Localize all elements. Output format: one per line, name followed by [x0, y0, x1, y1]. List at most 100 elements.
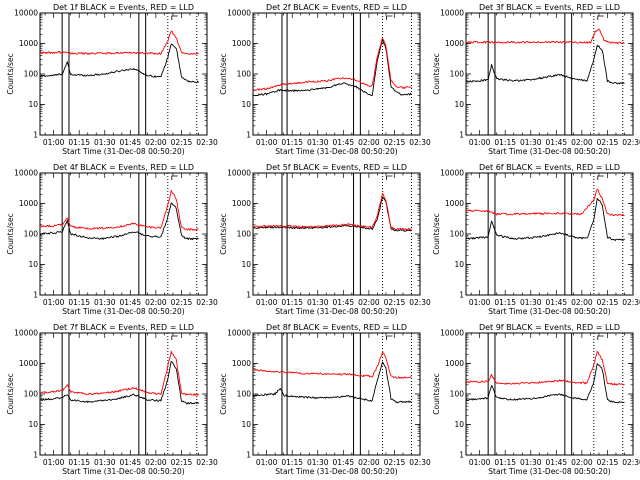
- y-axis-label: Counts/sec: [6, 373, 15, 414]
- y-tick-label: 1000: [445, 39, 464, 48]
- x-tick-label: 01:45: [333, 298, 355, 307]
- flare-bracket-marker: [597, 15, 604, 20]
- x-axis-label: Start Time (31-Dec-08 00:50:20): [275, 147, 397, 156]
- x-axis-label: Start Time (31-Dec-08 00:50:20): [62, 307, 184, 316]
- x-tick-label: 01:30: [94, 458, 116, 467]
- y-tick-label: 1: [246, 131, 251, 140]
- x-tick-label: 02:00: [145, 298, 167, 307]
- series-line-lld: [465, 350, 625, 386]
- panel-title: Det 4f BLACK = Events, RED = LLD: [53, 163, 194, 172]
- x-tick-label: 02:15: [384, 298, 406, 307]
- y-tick-label: 10: [28, 420, 38, 429]
- y-tick-label: 10: [241, 100, 251, 109]
- x-tick-label: 02:00: [145, 458, 167, 467]
- x-tick-label: 02:15: [171, 298, 193, 307]
- x-axis-label: Start Time (31-Dec-08 00:50:20): [488, 467, 610, 476]
- y-tick-label: 100: [24, 230, 39, 239]
- y-axis-label: Counts/sec: [432, 53, 441, 94]
- x-tick-label: 02:30: [622, 138, 640, 147]
- flare-bracket-marker: [171, 15, 178, 20]
- x-tick-label: 01:00: [469, 298, 491, 307]
- panel-title: Det 3f BLACK = Events, RED = LLD: [479, 3, 620, 12]
- series-line-lld: [252, 351, 412, 379]
- series-line-events: [252, 361, 412, 404]
- x-tick-label: 01:15: [281, 458, 303, 467]
- x-axis-label: Start Time (31-Dec-08 00:50:20): [275, 307, 397, 316]
- y-tick-label: 1: [33, 131, 38, 140]
- detector-panel-8: Det 8f BLACK = Events, RED = LLD 1 10 100 10…: [219, 323, 431, 476]
- y-tick-label: 10: [454, 100, 464, 109]
- x-tick-label: 01:45: [546, 458, 568, 467]
- y-tick-label: 1000: [19, 39, 38, 48]
- x-tick-label: 01:15: [281, 138, 303, 147]
- panel-title: Det 5f BLACK = Events, RED = LLD: [266, 163, 407, 172]
- y-tick-label: 10000: [227, 329, 251, 338]
- x-tick-label: 02:15: [597, 138, 619, 147]
- series-line-events: [39, 43, 199, 84]
- x-tick-label: 01:00: [469, 458, 491, 467]
- y-axis-label: Counts/sec: [432, 373, 441, 414]
- panel-title: Det 9f BLACK = Events, RED = LLD: [479, 323, 620, 332]
- detector-panel-5: Det 5f BLACK = Events, RED = LLD 1 10 100 10…: [219, 163, 431, 316]
- x-tick-label: 01:00: [256, 458, 278, 467]
- flare-bracket-marker: [597, 175, 604, 180]
- x-tick-label: 01:15: [68, 138, 90, 147]
- x-tick-label: 02:15: [597, 458, 619, 467]
- series-line-lld: [39, 30, 199, 55]
- y-tick-label: 100: [450, 70, 465, 79]
- y-tick-label: 1000: [19, 359, 38, 368]
- series-line-events: [252, 196, 412, 232]
- x-tick-label: 02:00: [358, 458, 380, 467]
- y-tick-label: 100: [237, 390, 252, 399]
- y-tick-label: 100: [237, 230, 252, 239]
- series-line-lld: [252, 192, 412, 231]
- flare-bracket-marker: [386, 15, 393, 20]
- x-axis-label: Start Time (31-Dec-08 00:50:20): [62, 467, 184, 476]
- x-tick-label: 02:00: [358, 298, 380, 307]
- y-tick-label: 1: [33, 451, 38, 460]
- y-tick-label: 1: [246, 291, 251, 300]
- y-tick-label: 1000: [445, 359, 464, 368]
- x-tick-label: 02:15: [597, 298, 619, 307]
- series-line-events: [39, 360, 199, 405]
- x-tick-label: 02:00: [145, 138, 167, 147]
- panel-title: Det 7f BLACK = Events, RED = LLD: [53, 323, 194, 332]
- y-tick-label: 100: [24, 70, 39, 79]
- y-tick-label: 1000: [232, 199, 251, 208]
- series-line-events: [39, 202, 199, 241]
- y-tick-label: 10000: [14, 329, 38, 338]
- y-tick-label: 100: [237, 70, 252, 79]
- x-tick-label: 01:45: [546, 298, 568, 307]
- x-tick-label: 02:15: [384, 458, 406, 467]
- plot-frame: [252, 12, 421, 136]
- x-tick-label: 01:30: [94, 298, 116, 307]
- y-tick-label: 10: [241, 420, 251, 429]
- y-tick-label: 10000: [14, 9, 38, 18]
- x-axis-label: Start Time (31-Dec-08 00:50:20): [62, 147, 184, 156]
- x-tick-label: 02:30: [409, 138, 431, 147]
- y-tick-label: 1000: [19, 199, 38, 208]
- x-tick-label: 01:30: [307, 298, 329, 307]
- flare-bracket-marker: [386, 175, 393, 180]
- x-tick-label: 01:30: [94, 138, 116, 147]
- series-line-events: [465, 197, 625, 242]
- series-line-lld: [39, 189, 199, 231]
- x-tick-label: 01:00: [256, 138, 278, 147]
- y-tick-label: 1: [246, 451, 251, 460]
- series-line-events: [252, 38, 412, 97]
- x-tick-label: 02:00: [571, 458, 593, 467]
- x-axis-label: Start Time (31-Dec-08 00:50:20): [275, 467, 397, 476]
- x-tick-label: 02:00: [571, 138, 593, 147]
- x-tick-label: 02:00: [571, 298, 593, 307]
- plot-frame: [39, 172, 208, 296]
- y-axis-label: Counts/sec: [219, 373, 228, 414]
- y-tick-label: 100: [450, 390, 465, 399]
- y-tick-label: 10000: [440, 169, 464, 178]
- series-line-events: [465, 44, 625, 85]
- x-tick-label: 02:30: [622, 298, 640, 307]
- y-tick-label: 10000: [227, 169, 251, 178]
- y-tick-label: 1000: [232, 39, 251, 48]
- y-tick-label: 10: [454, 420, 464, 429]
- y-tick-label: 1: [459, 291, 464, 300]
- y-tick-label: 10: [28, 100, 38, 109]
